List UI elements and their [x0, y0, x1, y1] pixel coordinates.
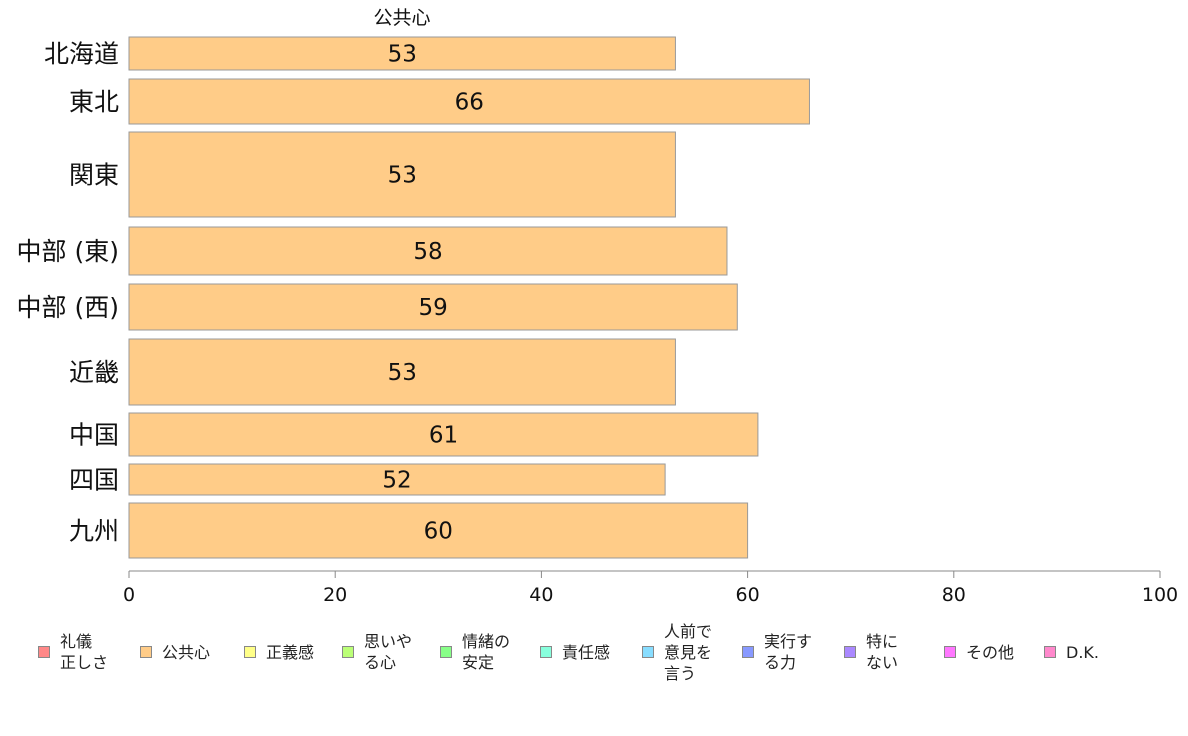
legend-swatch: [244, 646, 256, 658]
bar-8: [128, 502, 749, 559]
legend-item-4: 情緒の 安定: [440, 631, 510, 673]
legend-swatch: [440, 646, 452, 658]
legend-swatch: [540, 646, 552, 658]
data-label-6: 61: [429, 423, 458, 449]
bar-3: [128, 226, 728, 276]
bar-0: [128, 36, 676, 71]
bar-chart: 公共心 53 北海道 66 東北 53 関東 58 中部 (東) 59 中部 (西) 53 近畿 61 中…: [17, 7, 1179, 606]
data-label-4: 59: [419, 295, 448, 321]
bar-2: [128, 131, 676, 218]
legend-label: 正義感: [266, 642, 315, 662]
category-label-4: 中部 (西): [17, 293, 119, 322]
legend-item-8: 特に ない: [844, 631, 898, 673]
data-label-0: 53: [388, 42, 417, 68]
category-label-5: 近畿: [69, 358, 119, 387]
bar-6: [128, 412, 759, 457]
legend-label: 公共心: [162, 642, 211, 662]
legend-swatch: [944, 646, 956, 658]
legend-item-6: 人前で 意見を 言う: [642, 621, 712, 684]
bar-1: [128, 78, 810, 125]
legend-label: D.K.: [1066, 642, 1099, 662]
data-label-7: 52: [382, 468, 411, 494]
data-label-3: 58: [413, 239, 442, 265]
legend-item-7: 実行す る力: [742, 631, 812, 673]
legend-label: 責任感: [562, 642, 611, 662]
legend-item-0: 礼儀 正しさ: [38, 631, 108, 673]
bar-5: [128, 338, 676, 406]
legend-swatch: [38, 646, 50, 658]
data-label-8: 60: [424, 519, 453, 545]
legend-label: 礼儀 正しさ: [60, 632, 109, 672]
legend-label: その他: [966, 642, 1015, 662]
legend: 礼儀 正しさ 公共心 正義感 思いや る心 情緒の 安定 責任感 人前で 意見を 言う 実行す…: [38, 620, 1168, 692]
legend-swatch: [742, 646, 754, 658]
legend-item-10: D.K.: [1044, 642, 1099, 663]
x-tick-label-0: 0: [123, 584, 135, 606]
x-tick-label-1: 20: [323, 584, 347, 606]
category-label-0: 北海道: [44, 40, 119, 69]
legend-label: 情緒の 安定: [462, 632, 511, 672]
legend-label: 人前で 意見を 言う: [664, 621, 713, 683]
legend-swatch: [140, 646, 152, 658]
legend-item-9: その他: [944, 642, 1014, 663]
legend-label: 実行す る力: [764, 632, 813, 672]
data-label-2: 53: [388, 163, 417, 189]
chart-title: 公共心: [373, 7, 430, 29]
data-label-5: 53: [388, 360, 417, 386]
x-tick-label-2: 40: [529, 584, 553, 606]
legend-item-5: 責任感: [540, 642, 610, 663]
category-label-8: 九州: [69, 517, 119, 546]
legend-label: 特に ない: [866, 632, 899, 672]
legend-swatch: [642, 646, 654, 658]
x-tick-label-4: 80: [942, 584, 966, 606]
legend-item-1: 公共心: [140, 642, 210, 663]
x-tick-label-5: 100: [1142, 584, 1178, 606]
legend-item-3: 思いや る心: [342, 631, 412, 673]
legend-label: 思いや る心: [364, 632, 413, 672]
category-label-7: 四国: [69, 466, 119, 495]
legend-item-2: 正義感: [244, 642, 314, 663]
category-label-1: 東北: [69, 88, 119, 117]
legend-swatch: [844, 646, 856, 658]
bar-7: [128, 463, 666, 496]
category-label-2: 関東: [69, 161, 119, 190]
category-label-6: 中国: [69, 421, 119, 450]
bar-4: [128, 283, 738, 331]
legend-swatch: [1044, 646, 1056, 658]
x-tick-label-3: 60: [736, 584, 760, 606]
data-label-1: 66: [455, 90, 484, 116]
category-label-3: 中部 (東): [17, 237, 119, 266]
legend-swatch: [342, 646, 354, 658]
